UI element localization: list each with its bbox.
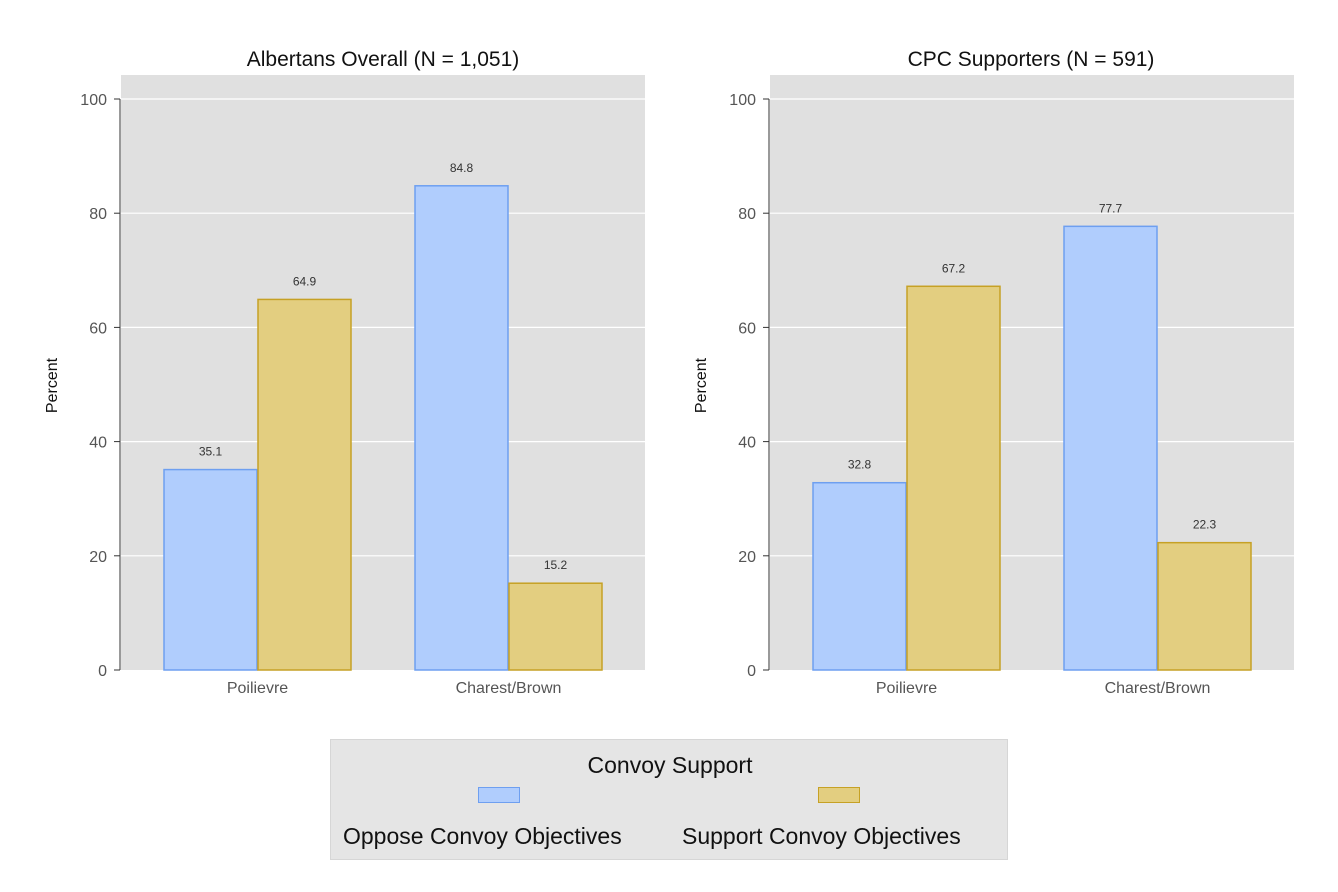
chart-panel-2: 0 20 40 60 80 100 Percent CPC Supporters (N = 5… bbox=[693, 48, 1294, 697]
bar bbox=[414, 185, 509, 671]
x-tick-label: Charest/Brown bbox=[456, 680, 562, 697]
bar bbox=[812, 481, 907, 671]
legend-label-oppose: Oppose Convoy Objectives bbox=[343, 823, 622, 849]
y-tick-label: 80 bbox=[89, 206, 107, 223]
y-axis-title: Percent bbox=[44, 357, 61, 413]
y-tick-label: 0 bbox=[98, 663, 107, 680]
y-tick-label: 60 bbox=[738, 320, 756, 337]
legend: Convoy Support Oppose Convoy Objectives … bbox=[330, 739, 1008, 860]
bar-value-label: 22.3 bbox=[1193, 518, 1217, 532]
bar-value-label: 77.7 bbox=[1099, 201, 1123, 215]
y-tick-label: 80 bbox=[738, 206, 756, 223]
legend-label-support: Support Convoy Objectives bbox=[682, 823, 961, 849]
bar-value-label: 84.8 bbox=[450, 161, 474, 175]
panel-title: Albertans Overall (N = 1,051) bbox=[247, 48, 520, 71]
chart-panel-1: 0 20 40 60 80 100 Percent Albertans Overall (N … bbox=[44, 48, 645, 697]
legend-swatch-support bbox=[818, 787, 860, 803]
y-tick-label: 40 bbox=[89, 435, 107, 452]
y-tick-label: 60 bbox=[89, 320, 107, 337]
bar bbox=[1063, 225, 1158, 671]
bar bbox=[906, 285, 1001, 671]
y-tick-label: 20 bbox=[89, 549, 107, 566]
y-tick-label: 100 bbox=[80, 92, 107, 109]
y-tick-label: 20 bbox=[738, 549, 756, 566]
bar-value-label: 67.2 bbox=[942, 261, 966, 275]
x-tick-label: Poilievre bbox=[876, 680, 937, 697]
bar-value-label: 35.1 bbox=[199, 445, 223, 459]
bar-value-label: 15.2 bbox=[544, 558, 568, 572]
y-tick-label: 0 bbox=[747, 663, 756, 680]
legend-title: Convoy Support bbox=[587, 752, 753, 778]
bar-value-label: 32.8 bbox=[848, 458, 872, 472]
y-axis-title: Percent bbox=[693, 357, 710, 413]
x-tick-label: Poilievre bbox=[227, 680, 288, 697]
panel-title: CPC Supporters (N = 591) bbox=[908, 48, 1155, 71]
y-tick-label: 100 bbox=[729, 92, 756, 109]
bar bbox=[257, 298, 352, 671]
bar bbox=[1157, 541, 1252, 671]
y-tick-label: 40 bbox=[738, 435, 756, 452]
legend-swatch-oppose bbox=[478, 787, 520, 803]
bar-value-label: 64.9 bbox=[293, 274, 317, 288]
x-tick-label: Charest/Brown bbox=[1105, 680, 1211, 697]
bar bbox=[163, 468, 258, 671]
bar bbox=[508, 582, 603, 671]
